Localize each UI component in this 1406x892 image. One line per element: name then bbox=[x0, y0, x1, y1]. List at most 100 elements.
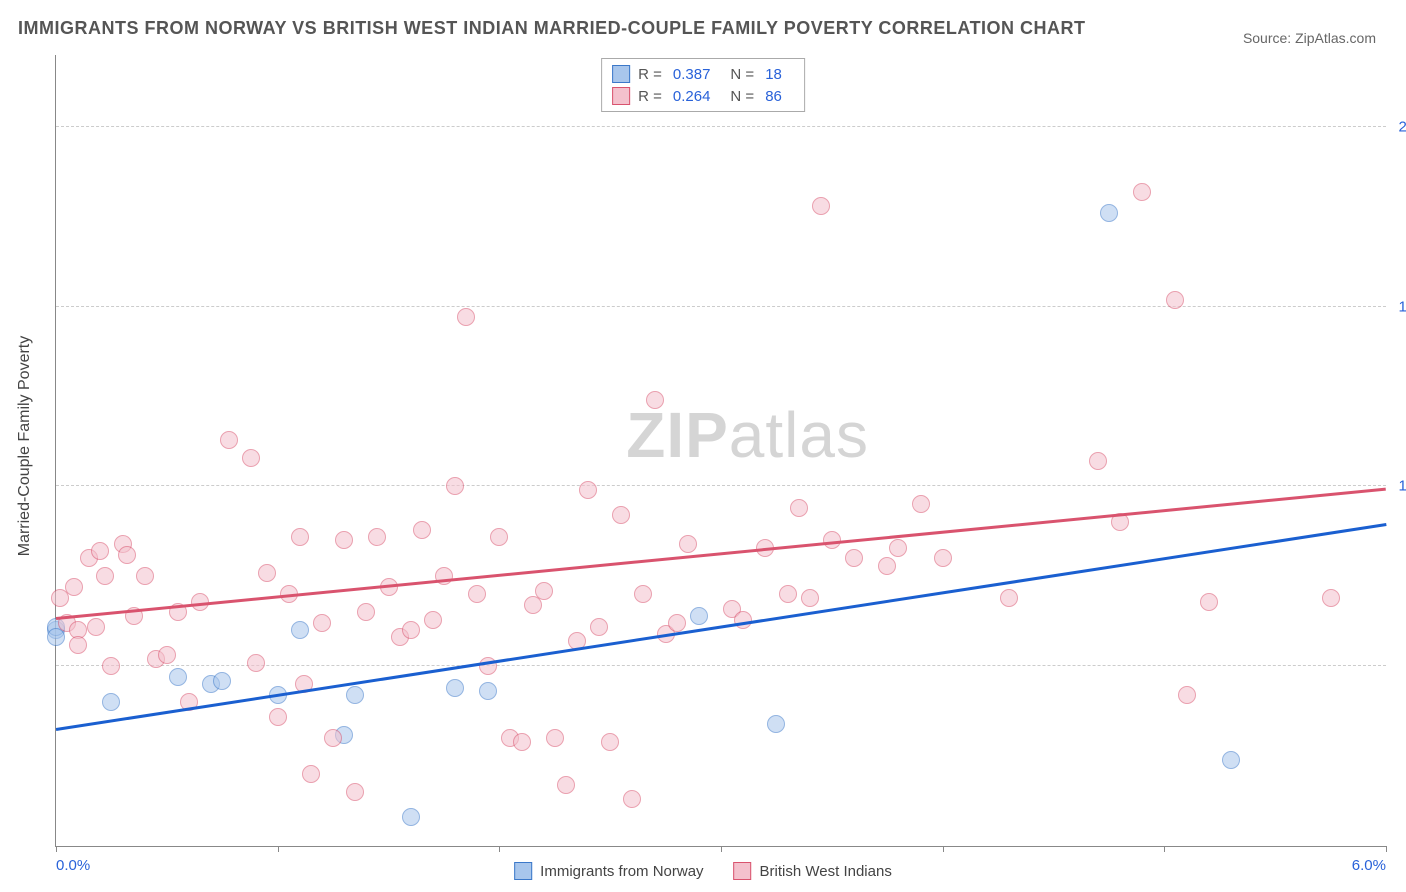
gridline bbox=[56, 485, 1386, 486]
data-point-norway bbox=[1100, 204, 1118, 222]
data-point-norway bbox=[102, 693, 120, 711]
data-point-bwi bbox=[242, 449, 260, 467]
data-point-bwi bbox=[87, 618, 105, 636]
data-point-bwi bbox=[634, 585, 652, 603]
x-tick bbox=[56, 846, 57, 852]
legend-bottom: Immigrants from Norway British West Indi… bbox=[514, 862, 892, 880]
legend-label-norway: Immigrants from Norway bbox=[540, 863, 703, 880]
data-point-bwi bbox=[1322, 589, 1340, 607]
legend-swatch-norway bbox=[514, 862, 532, 880]
data-point-norway bbox=[479, 682, 497, 700]
chart-plot-area: ZIPatlas 5.0%10.0%15.0%20.0%0.0%6.0% bbox=[55, 55, 1386, 847]
data-point-bwi bbox=[69, 636, 87, 654]
data-point-bwi bbox=[258, 564, 276, 582]
data-point-bwi bbox=[435, 567, 453, 585]
legend-n-norway: 18 bbox=[765, 66, 782, 83]
legend-n-bwi: 86 bbox=[765, 88, 782, 105]
y-tick-label: 15.0% bbox=[1398, 298, 1406, 315]
data-point-bwi bbox=[878, 557, 896, 575]
legend-n-label: N = bbox=[730, 66, 754, 83]
legend-stats-row-bwi: R = 0.264 N = 86 bbox=[612, 85, 794, 107]
y-tick-label: 20.0% bbox=[1398, 118, 1406, 135]
data-point-bwi bbox=[535, 582, 553, 600]
data-point-bwi bbox=[368, 528, 386, 546]
data-point-bwi bbox=[790, 499, 808, 517]
legend-swatch-bwi bbox=[612, 87, 630, 105]
data-point-bwi bbox=[889, 539, 907, 557]
data-point-norway bbox=[690, 607, 708, 625]
x-tick-label: 0.0% bbox=[56, 857, 90, 874]
data-point-bwi bbox=[513, 733, 531, 751]
data-point-bwi bbox=[291, 528, 309, 546]
data-point-bwi bbox=[424, 611, 442, 629]
data-point-bwi bbox=[623, 790, 641, 808]
legend-r-norway: 0.387 bbox=[673, 66, 711, 83]
data-point-bwi bbox=[313, 614, 331, 632]
data-point-norway bbox=[767, 715, 785, 733]
data-point-bwi bbox=[346, 783, 364, 801]
legend-bottom-bwi: British West Indians bbox=[734, 862, 892, 880]
watermark-bold: ZIP bbox=[626, 399, 729, 471]
legend-r-label: R = bbox=[638, 66, 662, 83]
legend-bottom-norway: Immigrants from Norway bbox=[514, 862, 703, 880]
legend-r-bwi: 0.264 bbox=[673, 88, 711, 105]
data-point-bwi bbox=[1166, 291, 1184, 309]
x-tick bbox=[278, 846, 279, 852]
gridline bbox=[56, 306, 1386, 307]
x-tick bbox=[499, 846, 500, 852]
data-point-bwi bbox=[335, 531, 353, 549]
legend-swatch-bwi bbox=[734, 862, 752, 880]
data-point-bwi bbox=[247, 654, 265, 672]
legend-label-bwi: British West Indians bbox=[760, 863, 892, 880]
data-point-bwi bbox=[679, 535, 697, 553]
data-point-bwi bbox=[579, 481, 597, 499]
x-tick-label: 6.0% bbox=[1352, 857, 1386, 874]
data-point-bwi bbox=[612, 506, 630, 524]
data-point-bwi bbox=[845, 549, 863, 567]
source-label: Source: ZipAtlas.com bbox=[1243, 30, 1376, 46]
y-tick-label: 10.0% bbox=[1398, 478, 1406, 495]
data-point-bwi bbox=[1000, 589, 1018, 607]
data-point-bwi bbox=[402, 621, 420, 639]
data-point-bwi bbox=[96, 567, 114, 585]
data-point-norway bbox=[213, 672, 231, 690]
data-point-norway bbox=[446, 679, 464, 697]
data-point-norway bbox=[169, 668, 187, 686]
data-point-bwi bbox=[413, 521, 431, 539]
chart-title: IMMIGRANTS FROM NORWAY VS BRITISH WEST I… bbox=[18, 18, 1086, 39]
x-tick bbox=[1386, 846, 1387, 852]
data-point-bwi bbox=[1133, 183, 1151, 201]
data-point-bwi bbox=[136, 567, 154, 585]
data-point-bwi bbox=[1089, 452, 1107, 470]
data-point-bwi bbox=[446, 477, 464, 495]
legend-swatch-norway bbox=[612, 65, 630, 83]
data-point-norway bbox=[291, 621, 309, 639]
legend-r-label: R = bbox=[638, 88, 662, 105]
data-point-bwi bbox=[490, 528, 508, 546]
data-point-bwi bbox=[801, 589, 819, 607]
watermark-rest: atlas bbox=[729, 399, 869, 471]
data-point-bwi bbox=[779, 585, 797, 603]
x-tick bbox=[721, 846, 722, 852]
data-point-bwi bbox=[468, 585, 486, 603]
gridline bbox=[56, 126, 1386, 127]
data-point-norway bbox=[346, 686, 364, 704]
data-point-bwi bbox=[601, 733, 619, 751]
data-point-bwi bbox=[734, 611, 752, 629]
data-point-bwi bbox=[457, 308, 475, 326]
data-point-bwi bbox=[557, 776, 575, 794]
data-point-bwi bbox=[912, 495, 930, 513]
x-tick bbox=[943, 846, 944, 852]
data-point-bwi bbox=[668, 614, 686, 632]
data-point-norway bbox=[1222, 751, 1240, 769]
x-tick bbox=[1164, 846, 1165, 852]
data-point-bwi bbox=[546, 729, 564, 747]
data-point-bwi bbox=[91, 542, 109, 560]
data-point-bwi bbox=[646, 391, 664, 409]
data-point-bwi bbox=[590, 618, 608, 636]
data-point-bwi bbox=[158, 646, 176, 664]
y-axis-label: Married-Couple Family Poverty bbox=[16, 336, 34, 557]
data-point-bwi bbox=[302, 765, 320, 783]
data-point-bwi bbox=[324, 729, 342, 747]
data-point-bwi bbox=[934, 549, 952, 567]
